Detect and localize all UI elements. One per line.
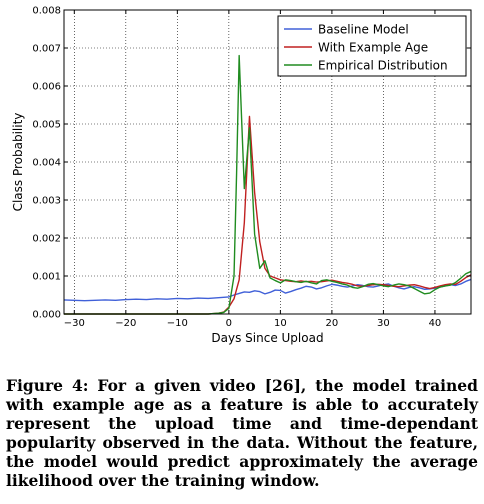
y-tick-label: 0.007	[32, 44, 61, 55]
x-tick-label: 10	[274, 318, 287, 329]
figure-caption: Figure 4: For a given video [26], the mo…	[6, 376, 478, 490]
x-tick-label: 20	[326, 318, 339, 329]
y-tick-label: 0.003	[32, 196, 61, 207]
y-tick-label: 0.004	[32, 158, 61, 169]
x-tick-label: −10	[167, 318, 188, 329]
x-tick-label: 30	[377, 318, 390, 329]
x-tick-label: 0	[226, 318, 232, 329]
series-line-0	[63, 278, 472, 302]
legend: Baseline Model With Example Age Empirical …	[277, 15, 467, 77]
chart: 0.000 0.001 0.002 0.003 0.004 0.005 0.006 0.007…	[11, 6, 472, 345]
x-tick-label: −30	[64, 318, 85, 329]
y-tick-label: 0.005	[32, 120, 61, 131]
legend-label: With Example Age	[318, 41, 428, 55]
x-axis-label: Days Since Upload	[211, 331, 323, 345]
series-lines	[63, 54, 472, 315]
y-tick-label: 0.002	[32, 234, 61, 245]
y-tick-label: 0.006	[32, 82, 61, 93]
y-tick-label: 0.000	[32, 310, 61, 321]
axis-ticks: 0.000 0.001 0.002 0.003 0.004 0.005 0.006 0.007…	[32, 6, 471, 329]
y-tick-label: 0.001	[32, 272, 61, 283]
series-line-1	[64, 115, 472, 315]
x-tick-label: −20	[115, 318, 136, 329]
legend-label: Baseline Model	[318, 23, 409, 37]
y-axis-label: Class Probability	[11, 113, 25, 212]
legend-label: Empirical Distribution	[318, 59, 448, 73]
x-tick-label: 40	[429, 318, 442, 329]
legend-box	[277, 15, 467, 77]
series-line-2	[64, 54, 472, 315]
y-tick-label: 0.008	[32, 6, 61, 17]
